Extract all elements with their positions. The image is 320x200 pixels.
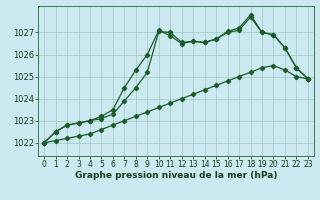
X-axis label: Graphe pression niveau de la mer (hPa): Graphe pression niveau de la mer (hPa): [75, 171, 277, 180]
